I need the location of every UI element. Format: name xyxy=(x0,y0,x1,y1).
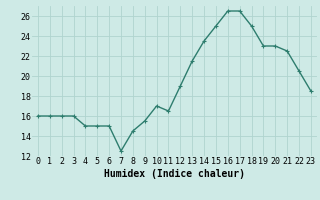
X-axis label: Humidex (Indice chaleur): Humidex (Indice chaleur) xyxy=(104,169,245,179)
